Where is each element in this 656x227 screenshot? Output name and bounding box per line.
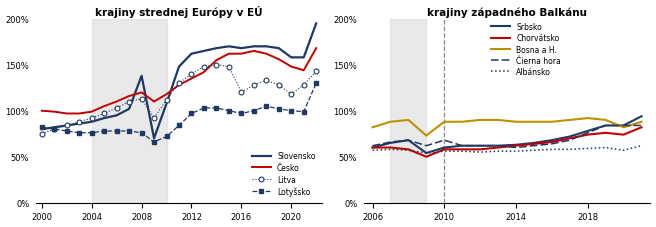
Bar <box>390 20 426 203</box>
Title: krajiny západného Balkánu: krajiny západného Balkánu <box>427 7 587 17</box>
Title: krajiny strednej Európy v EÚ: krajiny strednej Európy v EÚ <box>95 5 263 17</box>
Bar <box>92 20 167 203</box>
Legend: Srbsko, Chorvátsko, Bosna a H., Čierna hora, Albánsko: Srbsko, Chorvátsko, Bosna a H., Čierna h… <box>488 20 564 80</box>
Legend: Slovensko, Česko, Litva, Lotyšsko: Slovensko, Česko, Litva, Lotyšsko <box>249 149 319 199</box>
